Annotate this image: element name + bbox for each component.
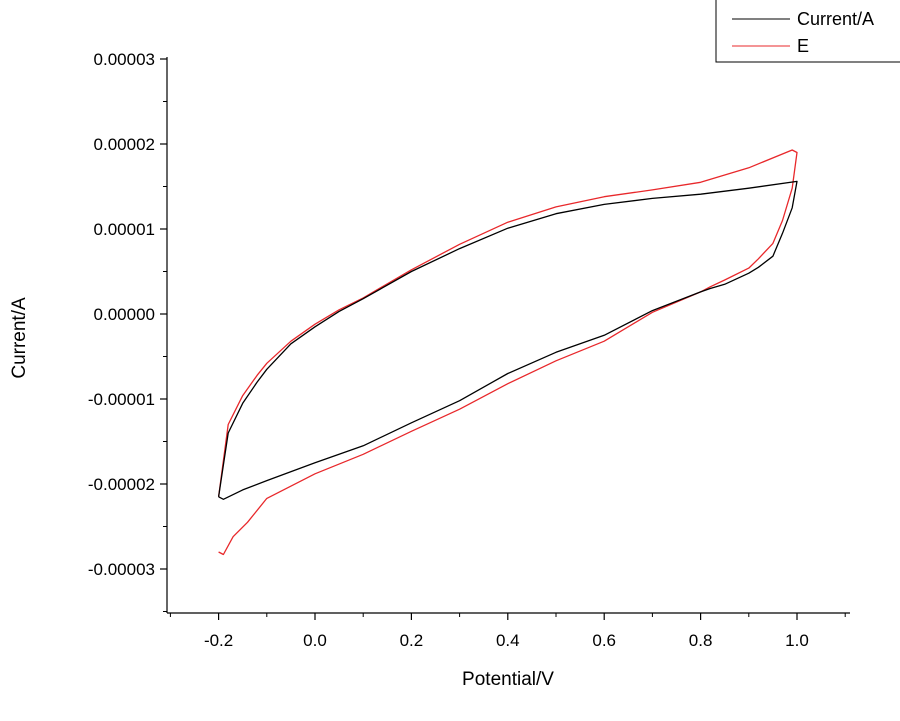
y-tick-label: -0.00002	[88, 475, 155, 494]
series-lines	[217, 149, 798, 556]
y-tick-label: 0.00002	[94, 135, 155, 154]
legend-label-current: Current/A	[797, 9, 874, 29]
x-tick-label: 0.6	[592, 631, 616, 650]
y-tick-label: -0.00001	[88, 390, 155, 409]
y-tick-label: -0.00003	[88, 560, 155, 579]
axis-ticks: -0.2 0.0 0.2 0.4 0.6 0.8 1.0 0.00003 0.00002 0.00…	[88, 50, 846, 650]
y-tick-label: 0.00001	[94, 220, 155, 239]
y-tick-label: 0.00003	[94, 50, 155, 69]
x-axis-title: Potential/V	[462, 669, 554, 690]
x-tick-label: 0.8	[689, 631, 713, 650]
y-tick-label: 0.00000	[94, 305, 155, 324]
chart-axes	[166, 57, 850, 614]
legend-label-e: E	[797, 36, 809, 56]
x-tick-label: 0.4	[496, 631, 520, 650]
legend: Current/A E	[715, 0, 900, 63]
x-tick-label: 1.0	[785, 631, 809, 650]
x-tick-label: 0.0	[303, 631, 327, 650]
legend-box	[715, 0, 900, 63]
series-current-line	[217, 180, 798, 500]
series-e-line	[217, 149, 798, 556]
x-tick-label: 0.2	[400, 631, 424, 650]
x-tick-label: -0.2	[204, 631, 233, 650]
y-axis-title: Current/A	[9, 297, 30, 379]
